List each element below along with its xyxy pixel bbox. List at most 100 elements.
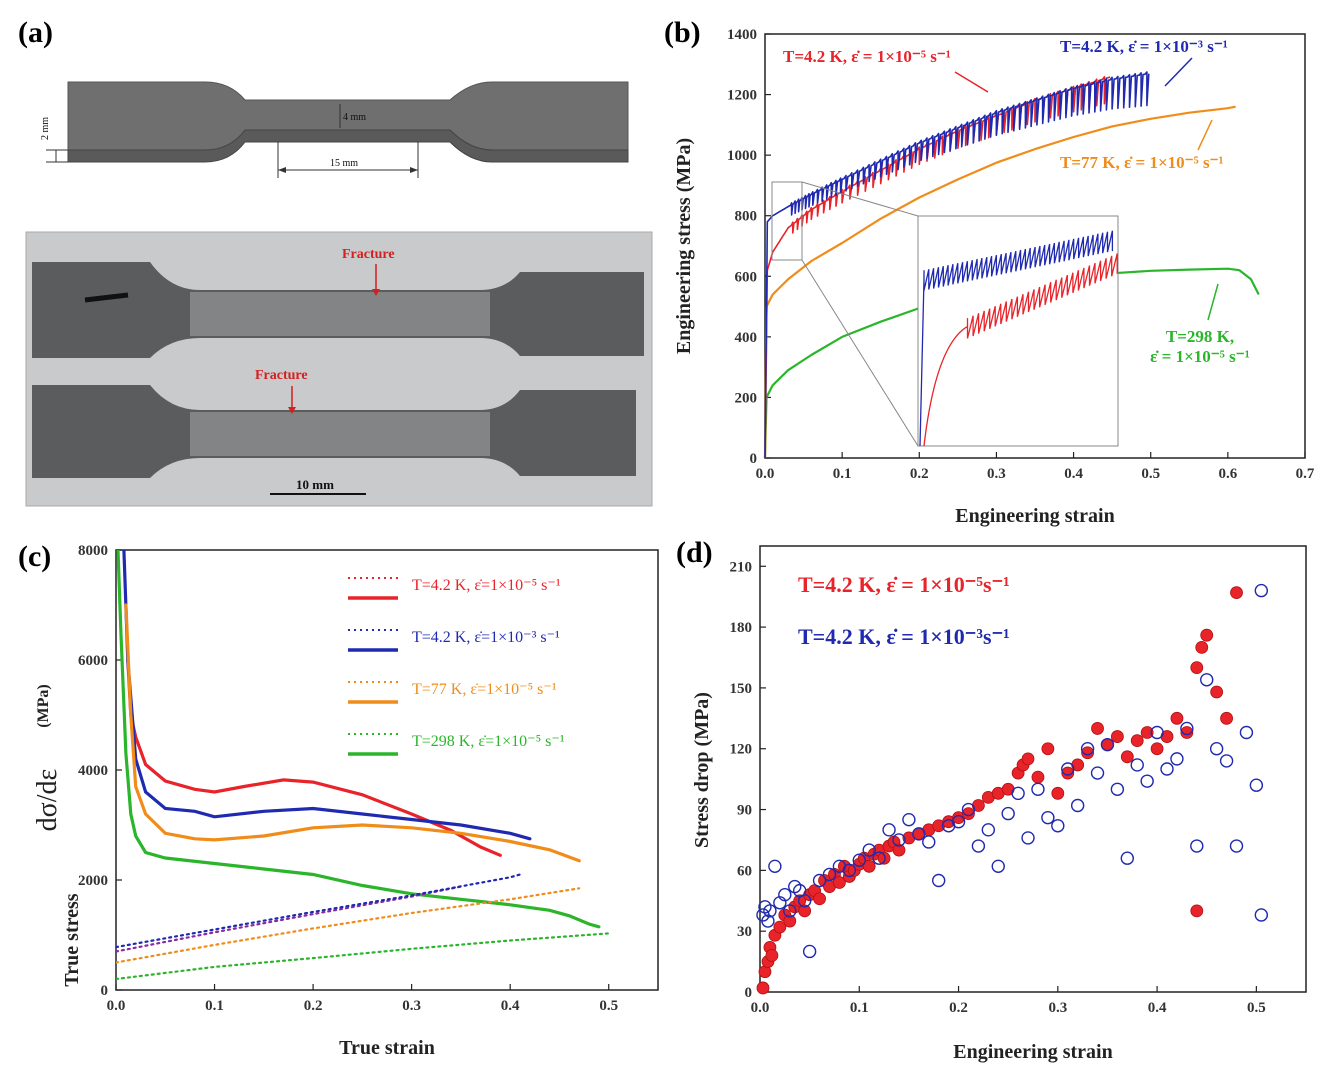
point-red [1190, 661, 1204, 675]
x-tick-label: 0.5 [599, 998, 618, 1014]
point-blue [1011, 786, 1025, 801]
point-red [833, 876, 846, 889]
point-blue [1061, 762, 1075, 776]
point-blue [761, 914, 775, 928]
point-red [1170, 711, 1184, 725]
panel-b-label: (b) [664, 16, 701, 49]
point-red [1180, 726, 1194, 739]
point-red [892, 843, 906, 857]
x-tick-label: 0.6 [1218, 466, 1237, 482]
point-blue [1021, 831, 1035, 845]
inset-source-box [771, 181, 803, 261]
point-blue [1249, 778, 1264, 792]
inset-series-red [923, 253, 1118, 447]
y-tick-label: 30 [737, 924, 752, 940]
point-blue [1160, 762, 1174, 776]
point-blue [1190, 839, 1204, 853]
plot-frame [115, 549, 659, 991]
point-blue [1150, 725, 1164, 740]
point-red [862, 859, 876, 873]
point-blue [1110, 782, 1125, 796]
y-tick-label: 4000 [78, 763, 108, 779]
point-blue [768, 859, 782, 874]
point-blue [783, 904, 797, 918]
inset-series-blue [919, 230, 1114, 447]
x-tick-label: 0.0 [107, 998, 126, 1014]
x-tick-label: 0.1 [205, 998, 224, 1014]
plot-frame [764, 33, 1306, 459]
x-tick-label: 0.1 [833, 466, 852, 482]
y-tick-label: 0 [745, 985, 753, 1001]
point-blue [1090, 766, 1105, 780]
point-blue [1070, 798, 1085, 813]
arrow-red [954, 71, 989, 93]
x-axis-label: Engineering strain [953, 1041, 1112, 1063]
point-blue [931, 873, 946, 888]
panel-c-label: (c) [18, 540, 51, 573]
point-red [813, 892, 826, 906]
x-tick-label: 0.0 [756, 466, 775, 482]
x-tick-label: 0.1 [850, 1000, 869, 1016]
point-red [756, 981, 770, 995]
width-dim: 4 mm [343, 112, 366, 123]
x-tick-label: 0.5 [1141, 466, 1160, 482]
point-blue [912, 827, 926, 841]
point-blue [862, 843, 876, 857]
point-red [798, 904, 812, 918]
panel-a-label: (a) [18, 16, 53, 49]
point-blue [971, 839, 986, 853]
y-tick-label: 600 [735, 269, 758, 285]
plot-frame [759, 545, 1307, 993]
point-blue [902, 812, 916, 827]
series-line-blue [764, 71, 1150, 459]
series-line-orange [763, 105, 1236, 459]
point-blue [1229, 839, 1244, 853]
point-blue [778, 887, 792, 902]
x-axis-label: True strain [339, 1037, 435, 1059]
point-red [1081, 746, 1094, 760]
point-red [1091, 722, 1104, 735]
x-tick-label: 0.3 [987, 466, 1006, 482]
point-red [1140, 726, 1154, 739]
point-blue [1001, 806, 1015, 821]
point-blue [882, 823, 896, 837]
y-tick-label: 6000 [78, 653, 108, 669]
series-label-green-1: T=298 K, [1166, 327, 1234, 346]
fracture-label-bottom: Fracture [255, 368, 308, 383]
point-blue [991, 859, 1005, 874]
point-blue [763, 904, 777, 918]
point-blue [981, 823, 996, 837]
x-tick-label: 0.2 [304, 998, 323, 1014]
y-tick-label: 150 [730, 681, 753, 697]
y-axis-label: Stress drop (MPa) [691, 692, 713, 848]
series-label-red: T=4.2 K, ε̇ = 1×10⁻⁵ s⁻¹ [783, 47, 951, 66]
legend-label-blue: T=4.2 K, ε̇ = 1×10⁻³s⁻¹ [798, 624, 1010, 649]
specimen-schematic: 15 mm 4 mm 2 mm [40, 81, 629, 178]
series-label-green-2: ε̇ = 1×10⁻⁵ s⁻¹ [1150, 347, 1250, 366]
legend-label-red: T=4.2 K, ε̇ = 1×10⁻⁵s⁻¹ [798, 572, 1010, 597]
specimen-side-face [67, 129, 629, 163]
panel-d-label: (d) [676, 536, 713, 569]
y-tick-label: 180 [730, 620, 753, 636]
point-blue [1170, 752, 1184, 766]
y-tick-label: 1200 [727, 88, 757, 104]
true-stress-green [116, 932, 610, 981]
arrow-blue [1164, 57, 1193, 87]
point-red [1031, 770, 1045, 784]
series-label-blue: T=4.2 K, ε̇ = 1×10⁻³ s⁻¹ [1060, 37, 1228, 56]
y-tick-label: 800 [735, 209, 758, 225]
y-axis-label: Engineering stress (MPa) [673, 138, 695, 354]
point-red [1150, 742, 1164, 756]
point-red [1220, 711, 1233, 725]
point-red [1021, 752, 1035, 766]
point-blue [951, 815, 966, 829]
point-blue [1041, 810, 1055, 825]
arrow-orange [1197, 119, 1213, 151]
panel-a: (a) 15 mm 4 mm 2 mm Fracture [18, 16, 653, 507]
chart-c: 0.0 0.1 0.2 0.3 0.4 0.5 0 2000 4000 6000 8000 True … [32, 543, 659, 1059]
thickness-dim: 2 mm [40, 117, 51, 140]
x-tick-label: 0.3 [1048, 1000, 1067, 1016]
point-blue [961, 802, 976, 817]
point-red [1210, 685, 1224, 699]
chart-b: 0.0 0.1 0.2 0.3 0.4 0.5 0.6 0.7 0 200 400 600 800 100… [673, 27, 1315, 527]
